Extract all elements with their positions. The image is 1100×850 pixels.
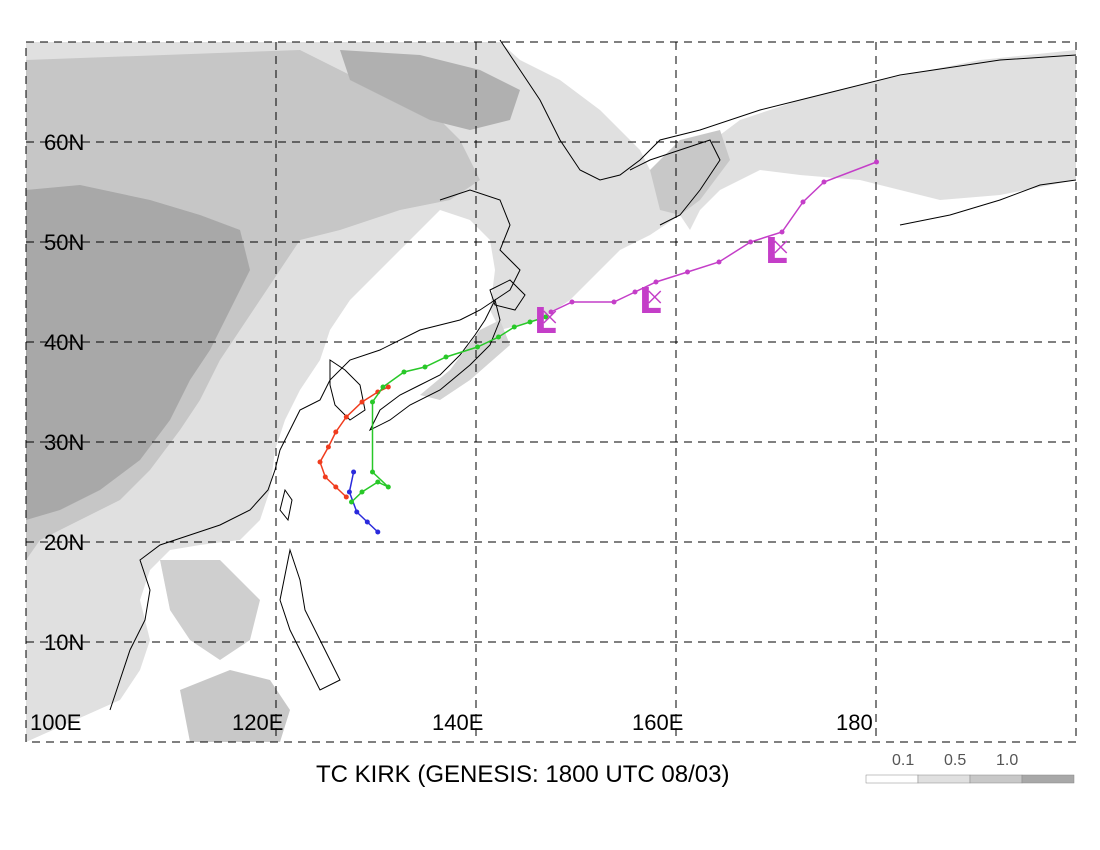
alaska-coast	[899, 179, 1077, 226]
track-green-point	[385, 484, 391, 490]
track-red-point	[317, 459, 323, 465]
track-red-point	[343, 494, 349, 500]
lon-label-140e: 140E	[432, 710, 483, 735]
lat-label-40n: 40N	[44, 330, 84, 355]
track-green-point	[422, 364, 428, 370]
hokkaido-coast	[489, 279, 526, 311]
borneo-shade	[180, 670, 290, 742]
lon-label-120e: 120E	[232, 710, 283, 735]
track-magenta-point	[653, 279, 659, 285]
legend-label-1-0: 1.0	[996, 752, 1018, 769]
lat-label-30n: 30N	[44, 430, 84, 455]
track-green-point	[527, 319, 533, 325]
land-shading	[26, 42, 1076, 742]
track-magenta-point	[569, 299, 575, 305]
lon-label-100e: 100E	[30, 710, 81, 735]
lat-label-20n: 20N	[44, 530, 84, 555]
track-green-point	[370, 469, 375, 475]
kamchatka-shade	[650, 130, 730, 215]
track-blue-point	[354, 509, 360, 515]
lat-label-60n: 60N	[44, 130, 84, 155]
lat-label-50n: 50N	[44, 230, 84, 255]
track-magenta-point	[611, 299, 617, 305]
asia-coast	[499, 39, 1077, 181]
shading-legend: 0.1 0.5 1.0	[865, 752, 1075, 784]
legend-swatch-3	[1021, 774, 1075, 784]
japan-shade	[420, 320, 510, 400]
lon-label-160e: 160E	[632, 710, 683, 735]
china-coast	[109, 319, 461, 711]
lat-labels: 60N 50N 40N 30N 20N 10N	[44, 130, 84, 655]
okhotsk-coast	[439, 189, 521, 321]
track-magenta-point	[685, 269, 690, 275]
track-blue-point	[351, 469, 357, 475]
track-red-point	[359, 399, 365, 405]
lat-label-10n: 10N	[44, 630, 84, 655]
track-blue-point	[364, 519, 370, 525]
legend-label-0-1: 0.1	[892, 752, 914, 769]
track-red-point	[343, 414, 349, 420]
track-green-point	[380, 384, 386, 390]
track-green-point	[370, 399, 375, 405]
land-dark-north	[340, 50, 520, 130]
tracks-layer	[317, 159, 879, 535]
track-magenta	[550, 161, 877, 313]
land-dark	[26, 185, 250, 520]
korea-coast	[329, 359, 366, 421]
track-red-point	[322, 474, 328, 480]
seasia-shade	[160, 560, 260, 660]
track-magenta-point	[632, 289, 638, 295]
track-magenta-point	[779, 229, 785, 235]
track-green-point	[375, 479, 381, 485]
philippines-coast	[279, 548, 341, 691]
track-red-point	[333, 429, 339, 435]
track-red	[319, 386, 389, 498]
track-green-point	[543, 314, 549, 320]
track-green-point	[443, 354, 449, 360]
track-magenta-point	[716, 259, 722, 265]
track-green-point	[496, 334, 501, 340]
kamchatka-coast	[629, 139, 721, 226]
track-red-point	[325, 444, 331, 450]
track-magenta-point	[874, 159, 879, 165]
lon-labels: 100E 120E 140E 160E 180	[30, 710, 873, 735]
track-green-point	[349, 499, 354, 505]
lon-label-180: 180	[836, 710, 873, 735]
track-magenta-point	[748, 239, 753, 245]
map-title: TC KIRK (GENESIS: 1800 UTC 08/03)	[316, 761, 729, 788]
track-red-point	[385, 384, 391, 390]
legend-swatch-1	[917, 774, 971, 784]
storm-x-mark	[648, 290, 662, 304]
legend-label-0-5: 0.5	[944, 752, 966, 769]
storm-x-mark	[543, 310, 557, 324]
map-frame	[25, 41, 1077, 743]
track-green-point	[359, 489, 365, 495]
track-green-point	[511, 324, 517, 330]
track-magenta-point	[821, 179, 827, 185]
grid-lines	[25, 41, 1077, 743]
japan-coast	[368, 298, 501, 432]
legend-swatch-2	[969, 774, 1023, 784]
symbols-layer: L LL	[534, 231, 788, 342]
track-red-point	[333, 484, 339, 490]
track-green-point	[401, 369, 407, 375]
coastlines	[109, 39, 1077, 711]
track-green-point	[475, 344, 480, 350]
storm-x-mark	[774, 240, 788, 254]
track-magenta-point	[800, 199, 806, 205]
taiwan-coast	[279, 488, 293, 522]
track-magenta-point	[548, 309, 554, 315]
track-blue-point	[346, 489, 352, 495]
track-blue-point	[375, 529, 381, 535]
legend-swatch-0	[865, 774, 919, 784]
